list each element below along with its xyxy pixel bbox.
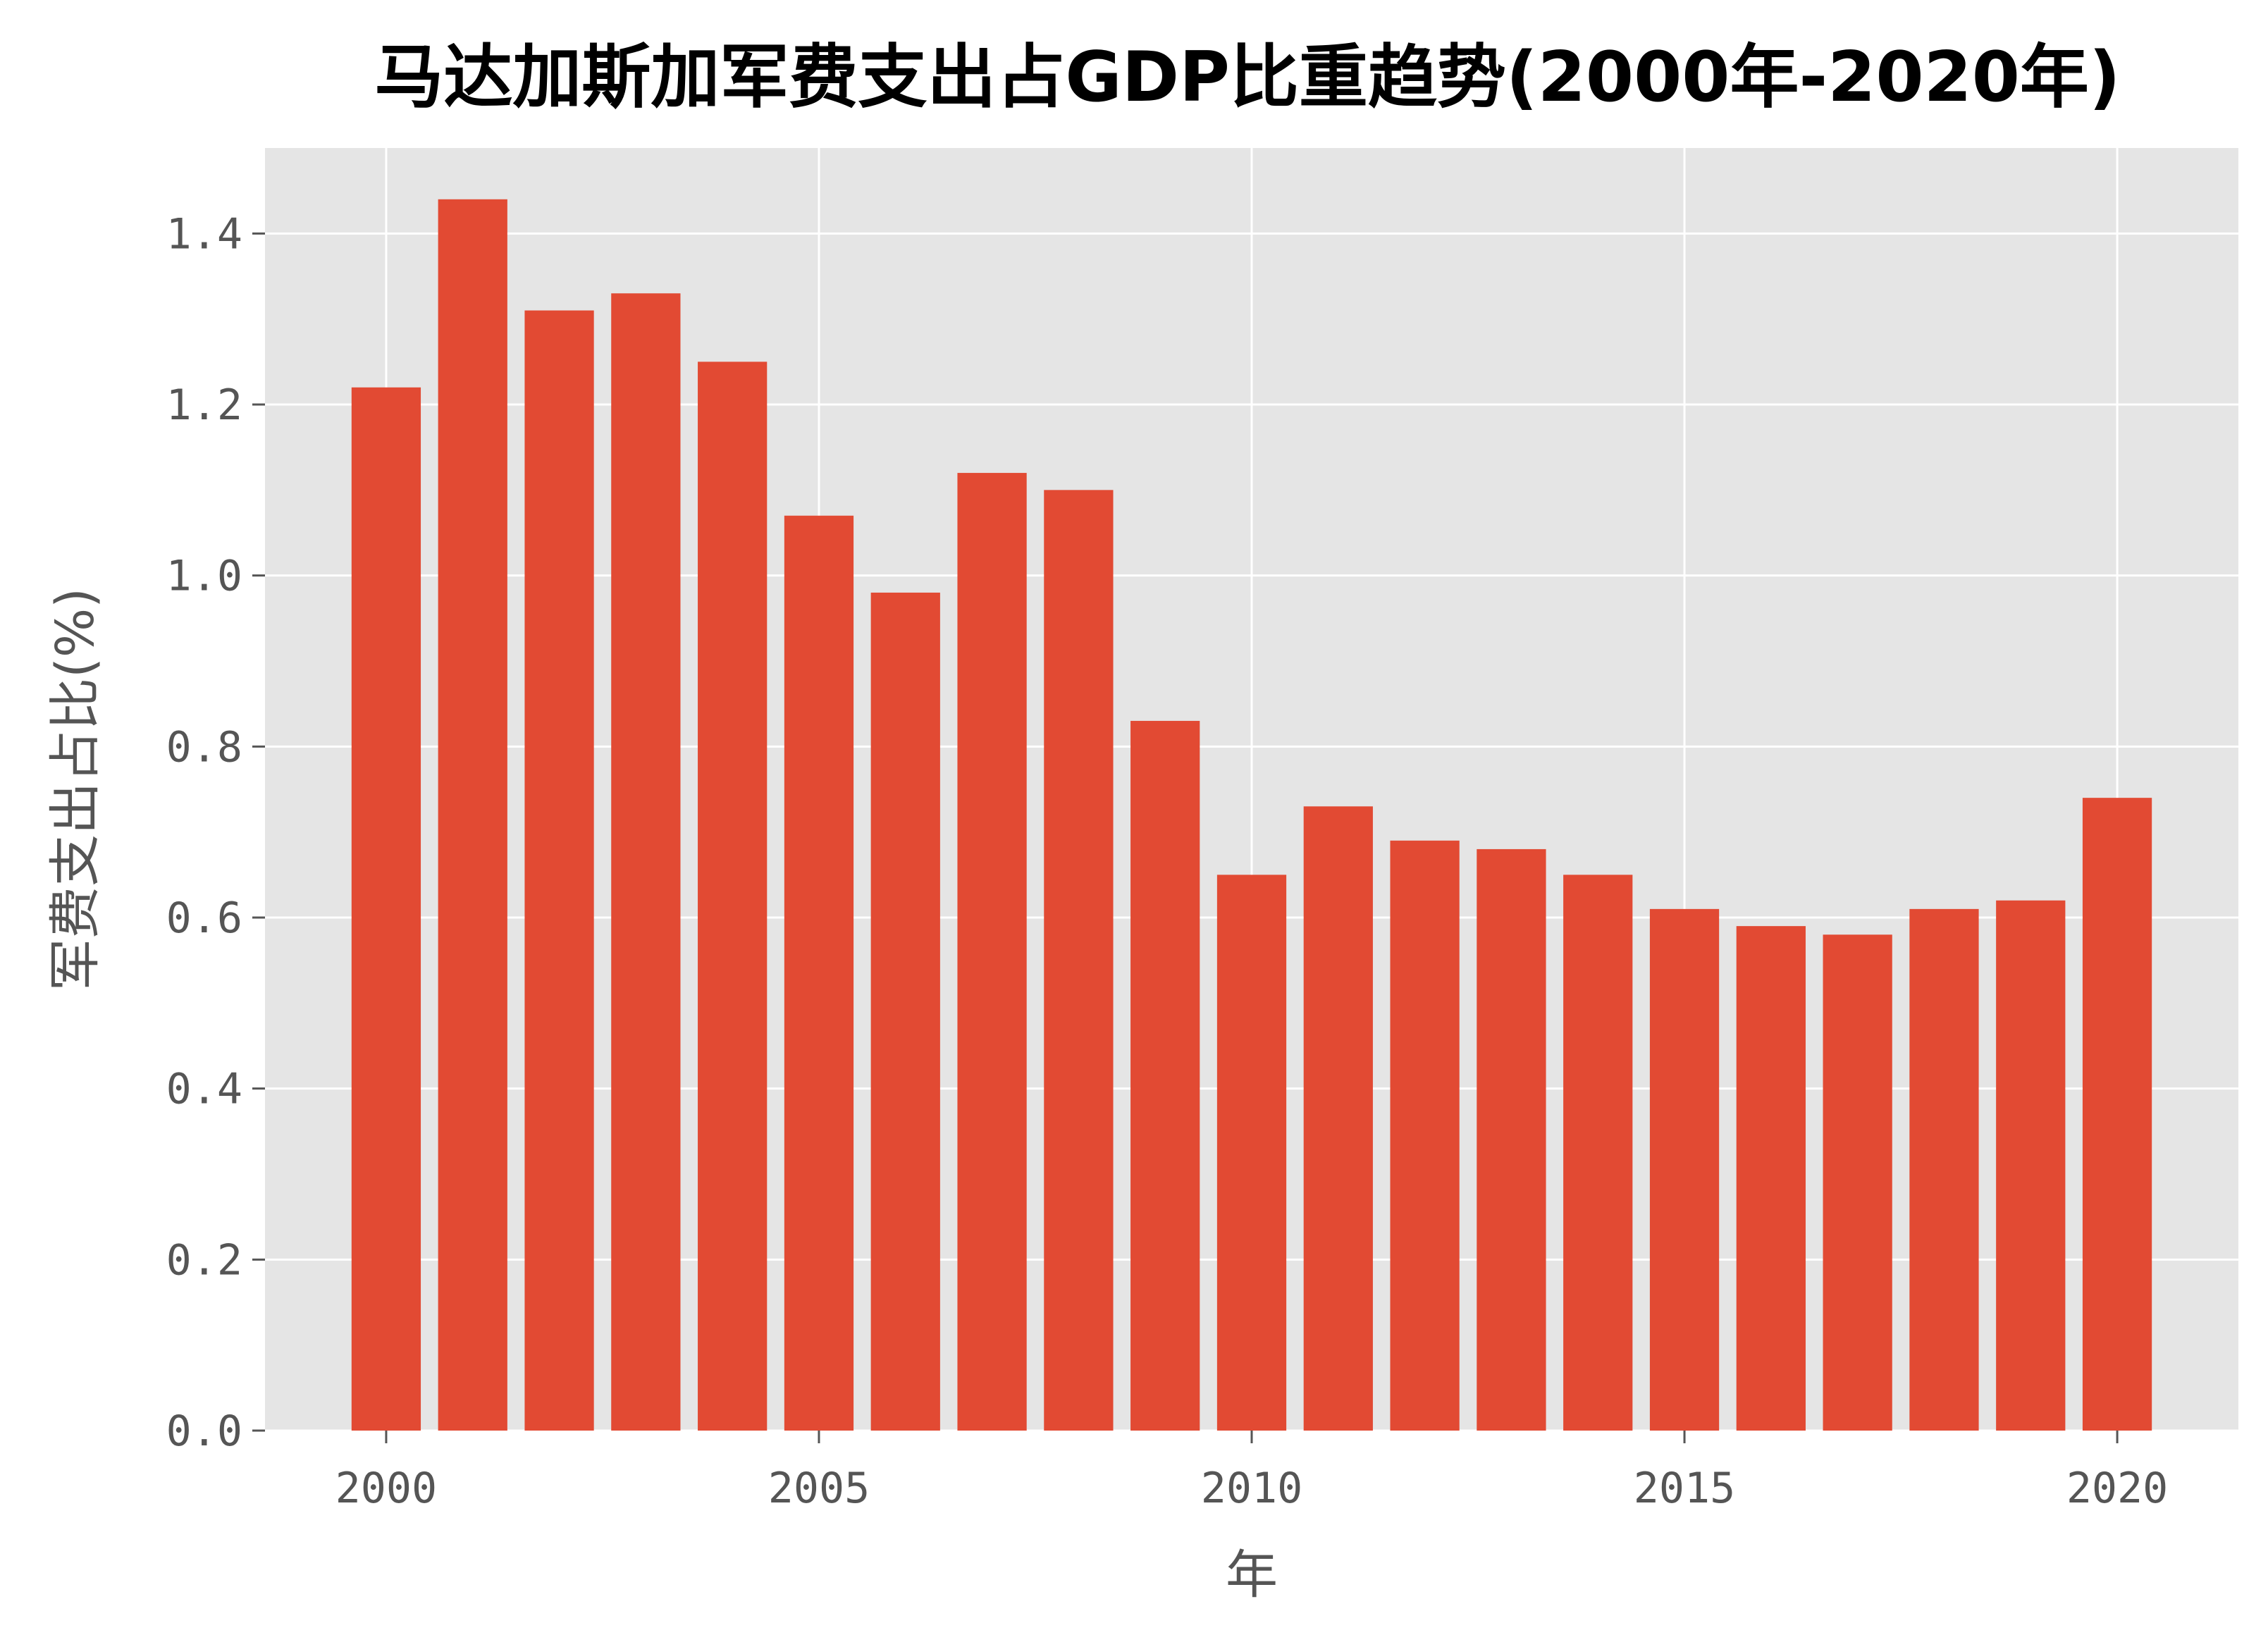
y-tick-label: 1.4 <box>166 209 242 259</box>
y-axis-label: 军费支出占比(%) <box>45 588 106 991</box>
bar-2020 <box>2082 798 2152 1431</box>
bar-2012 <box>1390 840 1460 1431</box>
x-tick-label: 2020 <box>2066 1464 2169 1513</box>
bar-2000 <box>351 387 421 1431</box>
bar-2001 <box>438 199 507 1431</box>
x-tick-label: 2005 <box>768 1464 870 1513</box>
bars <box>351 199 2152 1431</box>
x-tick-label: 2015 <box>1634 1464 1736 1513</box>
bar-2014 <box>1563 875 1633 1431</box>
x-tick-label: 2010 <box>1201 1464 1303 1513</box>
bar-2015 <box>1649 908 1720 1431</box>
bar-2004 <box>698 362 768 1431</box>
bar-2013 <box>1477 848 1546 1431</box>
y-tick-label: 0.2 <box>166 1235 242 1285</box>
bar-2007 <box>957 473 1027 1431</box>
y-tick-label: 0.8 <box>166 722 242 772</box>
y-tick-label: 0.4 <box>166 1065 242 1114</box>
y-tick-label: 0.6 <box>166 894 242 943</box>
bar-2005 <box>784 515 854 1431</box>
bar-2011 <box>1303 806 1373 1431</box>
bar-2016 <box>1736 926 1806 1431</box>
bar-2002 <box>524 310 594 1431</box>
bar-2009 <box>1130 720 1200 1431</box>
bar-2019 <box>1996 900 2066 1431</box>
y-tick-label: 1.0 <box>166 552 242 601</box>
x-axis-label: 年 <box>1226 1545 1278 1605</box>
bar-2018 <box>1909 908 1979 1431</box>
y-tick-label: 1.2 <box>166 381 242 430</box>
bar-2017 <box>1823 934 1892 1431</box>
axis-ticks: 0.0 0.2 0.4 0.6 0.8 1.0 1.2 1.4 2000 2005 2010 2015… <box>166 209 2169 1513</box>
bar-2006 <box>870 592 940 1431</box>
y-tick-label: 0.0 <box>166 1407 242 1456</box>
bar-2003 <box>611 293 681 1431</box>
chart-title: 马达加斯加军费支出占GDP比重趋势(2000年-2020年) <box>374 37 2121 118</box>
x-tick-label: 2000 <box>335 1464 438 1513</box>
bar-2008 <box>1044 490 1114 1431</box>
bar-2010 <box>1216 875 1287 1431</box>
